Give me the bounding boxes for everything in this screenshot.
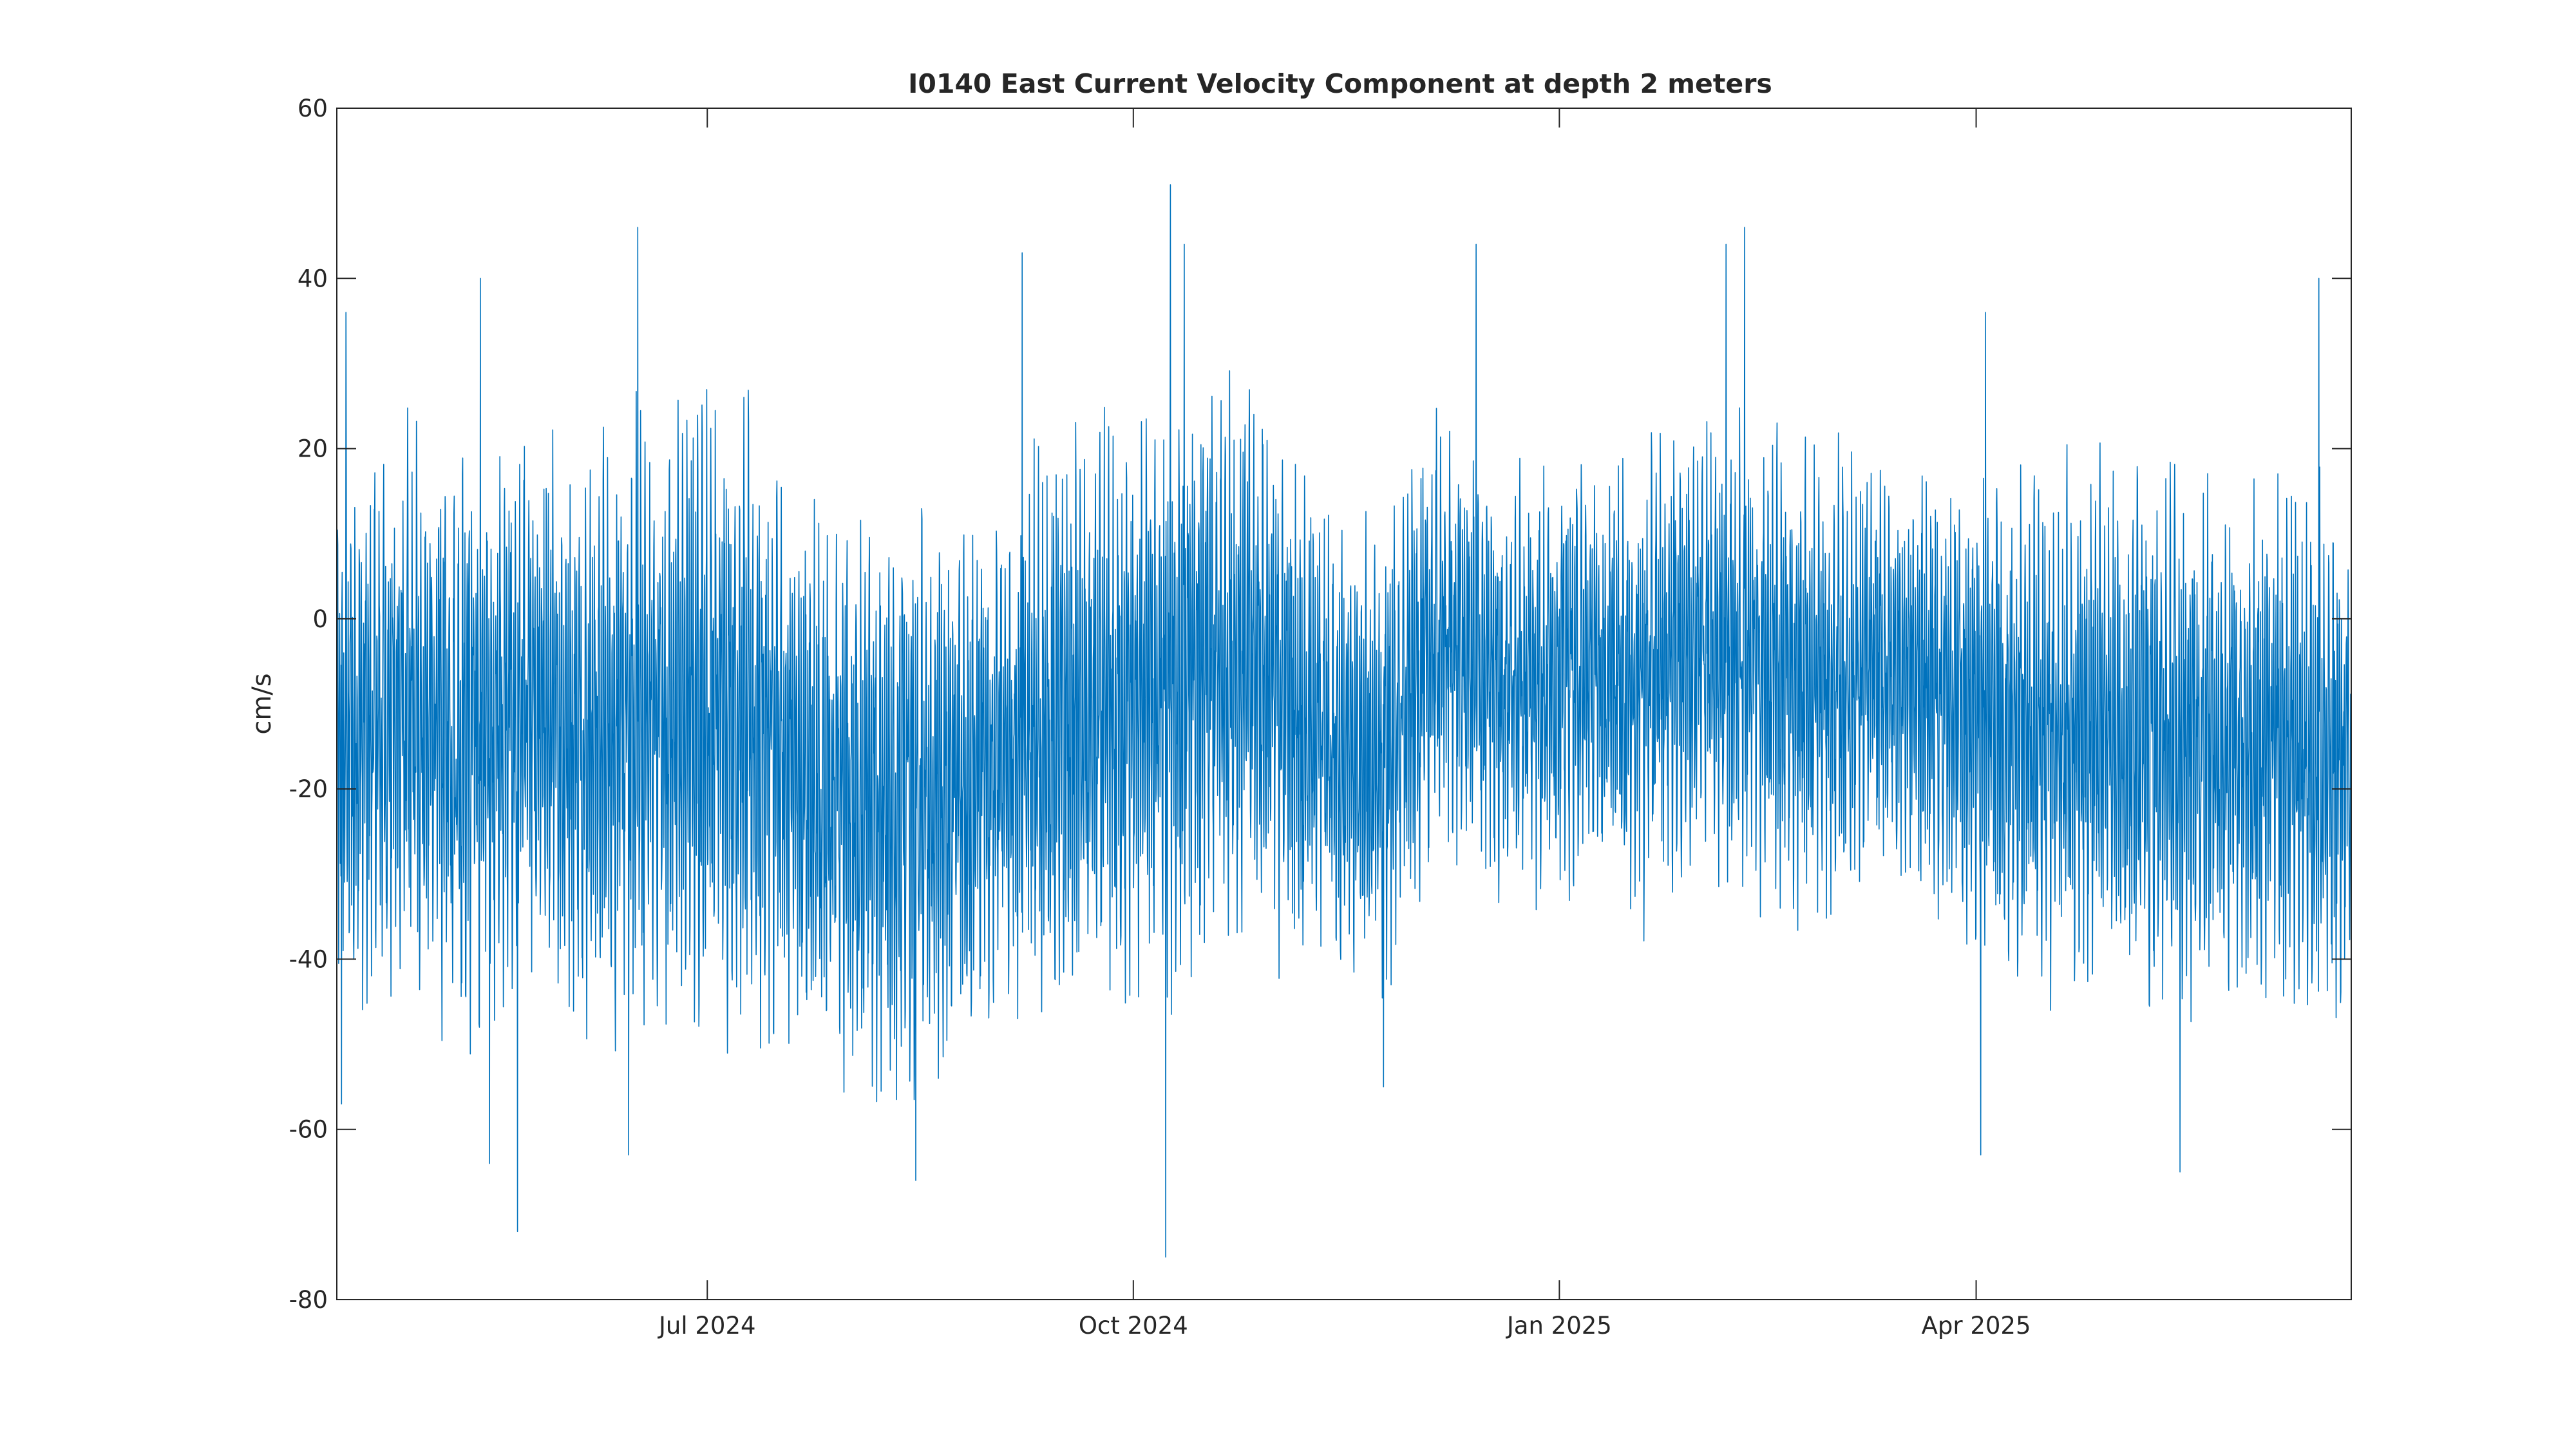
- y-tick-label: 0: [312, 605, 328, 633]
- x-tick-label: Oct 2024: [1079, 1312, 1188, 1340]
- plot-area: [336, 108, 2352, 1300]
- y-tick-label: 20: [298, 435, 328, 463]
- y-tick-label: -80: [289, 1286, 328, 1314]
- y-tick-label: -60: [289, 1116, 328, 1144]
- y-axis-label: cm/s: [247, 673, 277, 734]
- x-tick-label: Apr 2025: [1922, 1312, 2031, 1340]
- y-tick-label: 40: [298, 265, 328, 292]
- y-tick-label: -20: [289, 775, 328, 803]
- chart-title: I0140 East Current Velocity Component at…: [908, 68, 1772, 99]
- y-tick-label: 60: [298, 95, 328, 122]
- x-tick-label: Jan 2025: [1506, 1312, 1612, 1340]
- axes-box: [336, 108, 2352, 1300]
- series-layer: [336, 184, 2352, 1258]
- y-axis: 60 40 20 0 -20 -40 -60 -80: [289, 95, 2351, 1314]
- x-axis: Jul 2024 Oct 2024 Jan 2025 Apr 2025: [658, 108, 2031, 1340]
- x-tick-label: Jul 2024: [658, 1312, 756, 1340]
- y-tick-label: -40: [289, 945, 328, 973]
- series-line: [336, 184, 2352, 1258]
